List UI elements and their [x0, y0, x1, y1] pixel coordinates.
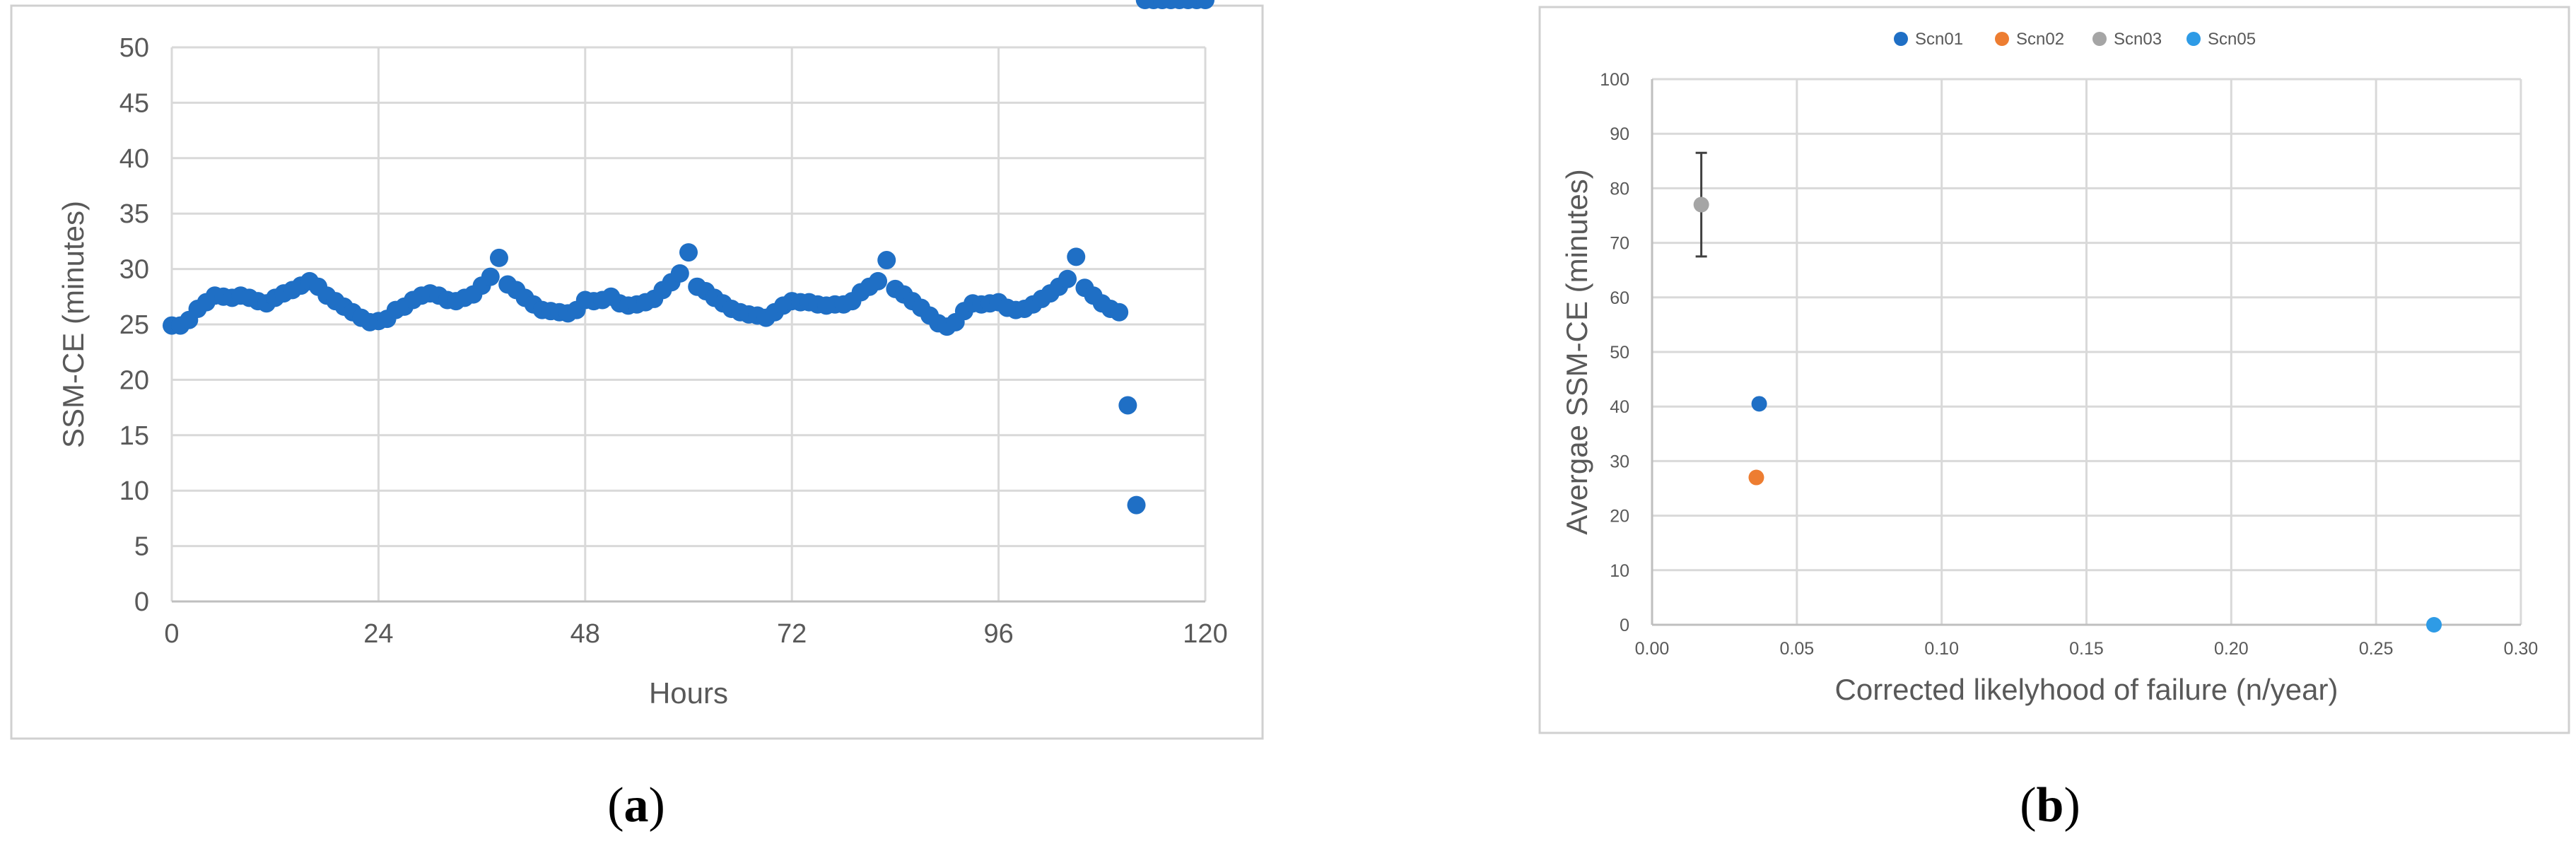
chart-a-ytick-label: 10 — [119, 476, 149, 506]
chart-b-ylabel: Avergae SSM-CE (minutes) — [1560, 169, 1593, 534]
chart-b-ytick-label: 50 — [1610, 343, 1629, 363]
chart-a-point — [1058, 269, 1077, 288]
chart-a-point — [1067, 247, 1086, 266]
chart-b-ytick-label: 30 — [1610, 452, 1629, 471]
chart-b-point-scn01 — [1751, 396, 1767, 412]
chart-b-xtick-label: 0.15 — [2069, 639, 2104, 659]
chart-a-point — [877, 251, 896, 270]
chart-a-ytick-label: 50 — [119, 33, 149, 63]
chart-b-point-scn05 — [2426, 617, 2442, 633]
chart-b-point-scn02 — [1748, 469, 1764, 486]
legend-label-scn02: Scn02 — [2016, 30, 2064, 49]
chart-a-xlabel: Hours — [649, 676, 728, 710]
chart-a-xtick-label: 48 — [570, 619, 600, 649]
chart-b-xtick-label: 0.00 — [1635, 639, 1670, 659]
legend-marker-scn02 — [1995, 32, 2009, 46]
legend-label-scn03: Scn03 — [2114, 30, 2162, 49]
chart-b-xtick-label: 0.20 — [2214, 639, 2249, 659]
chart-a-ytick-label: 35 — [119, 199, 149, 229]
chart-a-ytick-label: 25 — [119, 310, 149, 340]
chart-a-xtick-label: 0 — [164, 619, 179, 649]
chart-a-ytick-label: 0 — [134, 587, 149, 617]
chart-b-ytick-label: 90 — [1610, 124, 1629, 144]
legend-marker-scn01 — [1894, 32, 1908, 46]
chart-a-point — [670, 264, 689, 283]
chart-a-point — [679, 243, 698, 262]
chart-b-point-scn03 — [1693, 196, 1709, 213]
legend-label-scn05: Scn05 — [2208, 30, 2256, 49]
chart-a-point — [1110, 302, 1129, 322]
chart-a-ytick-label: 15 — [119, 421, 149, 451]
chart-a-ytick-label: 45 — [119, 88, 149, 118]
panel-label-b: (b) — [2020, 778, 2080, 833]
chart-a-point — [869, 271, 888, 290]
chart-a-xtick-label: 72 — [777, 619, 807, 649]
chart-a-ytick-label: 40 — [119, 144, 149, 174]
chart-a-ytick-label: 30 — [119, 255, 149, 285]
chart-a-point — [1196, 0, 1214, 9]
chart-b-ytick-label: 100 — [1600, 70, 1629, 90]
chart-b-xtick-label: 0.30 — [2504, 639, 2539, 659]
legend-label-scn01: Scn01 — [1915, 30, 1963, 49]
chart-b-ytick-label: 10 — [1610, 561, 1629, 581]
chart-a-xtick-label: 24 — [363, 619, 393, 649]
chart-b-ytick-label: 40 — [1610, 397, 1629, 417]
chart-b: 0 10 20 30 40 50 60 70 80 90 100 0.00 0.05 0.10 0.15 0.… — [1538, 6, 2570, 734]
chart-a-ytick-label: 5 — [134, 532, 149, 562]
chart-a-point — [489, 248, 508, 267]
chart-a: 0 5 10 15 20 25 30 35 40 45 50 0 24 48 72 96 120 Hours SSM… — [10, 0, 1264, 740]
chart-b-xlabel: Corrected likelyhood of failure (n/year) — [1835, 673, 2338, 706]
chart-b-ytick-label: 70 — [1610, 234, 1629, 254]
chart-b-xtick-label: 0.25 — [2359, 639, 2394, 659]
panel-label-a: (a) — [607, 778, 665, 833]
chart-a-frame — [10, 4, 1264, 740]
chart-b-ytick-label: 20 — [1610, 507, 1629, 527]
chart-a-point — [1127, 495, 1146, 515]
chart-b-frame — [1538, 6, 2570, 734]
chart-b-ytick-label: 60 — [1610, 288, 1629, 308]
chart-b-xtick-label: 0.10 — [1924, 639, 1959, 659]
chart-a-point — [481, 267, 500, 286]
chart-b-ytick-label: 0 — [1620, 616, 1629, 635]
chart-a-ytick-label: 20 — [119, 365, 149, 395]
chart-a-ylabel: SSM-CE (minutes) — [57, 201, 90, 448]
chart-b-xtick-label: 0.05 — [1779, 639, 1814, 659]
chart-a-xtick-label: 96 — [983, 619, 1013, 649]
chart-a-xtick-label: 120 — [1183, 619, 1227, 649]
legend-marker-scn05 — [2186, 32, 2201, 46]
chart-a-point — [1118, 396, 1137, 415]
legend-marker-scn03 — [2092, 32, 2107, 46]
chart-b-ytick-label: 80 — [1610, 179, 1629, 199]
